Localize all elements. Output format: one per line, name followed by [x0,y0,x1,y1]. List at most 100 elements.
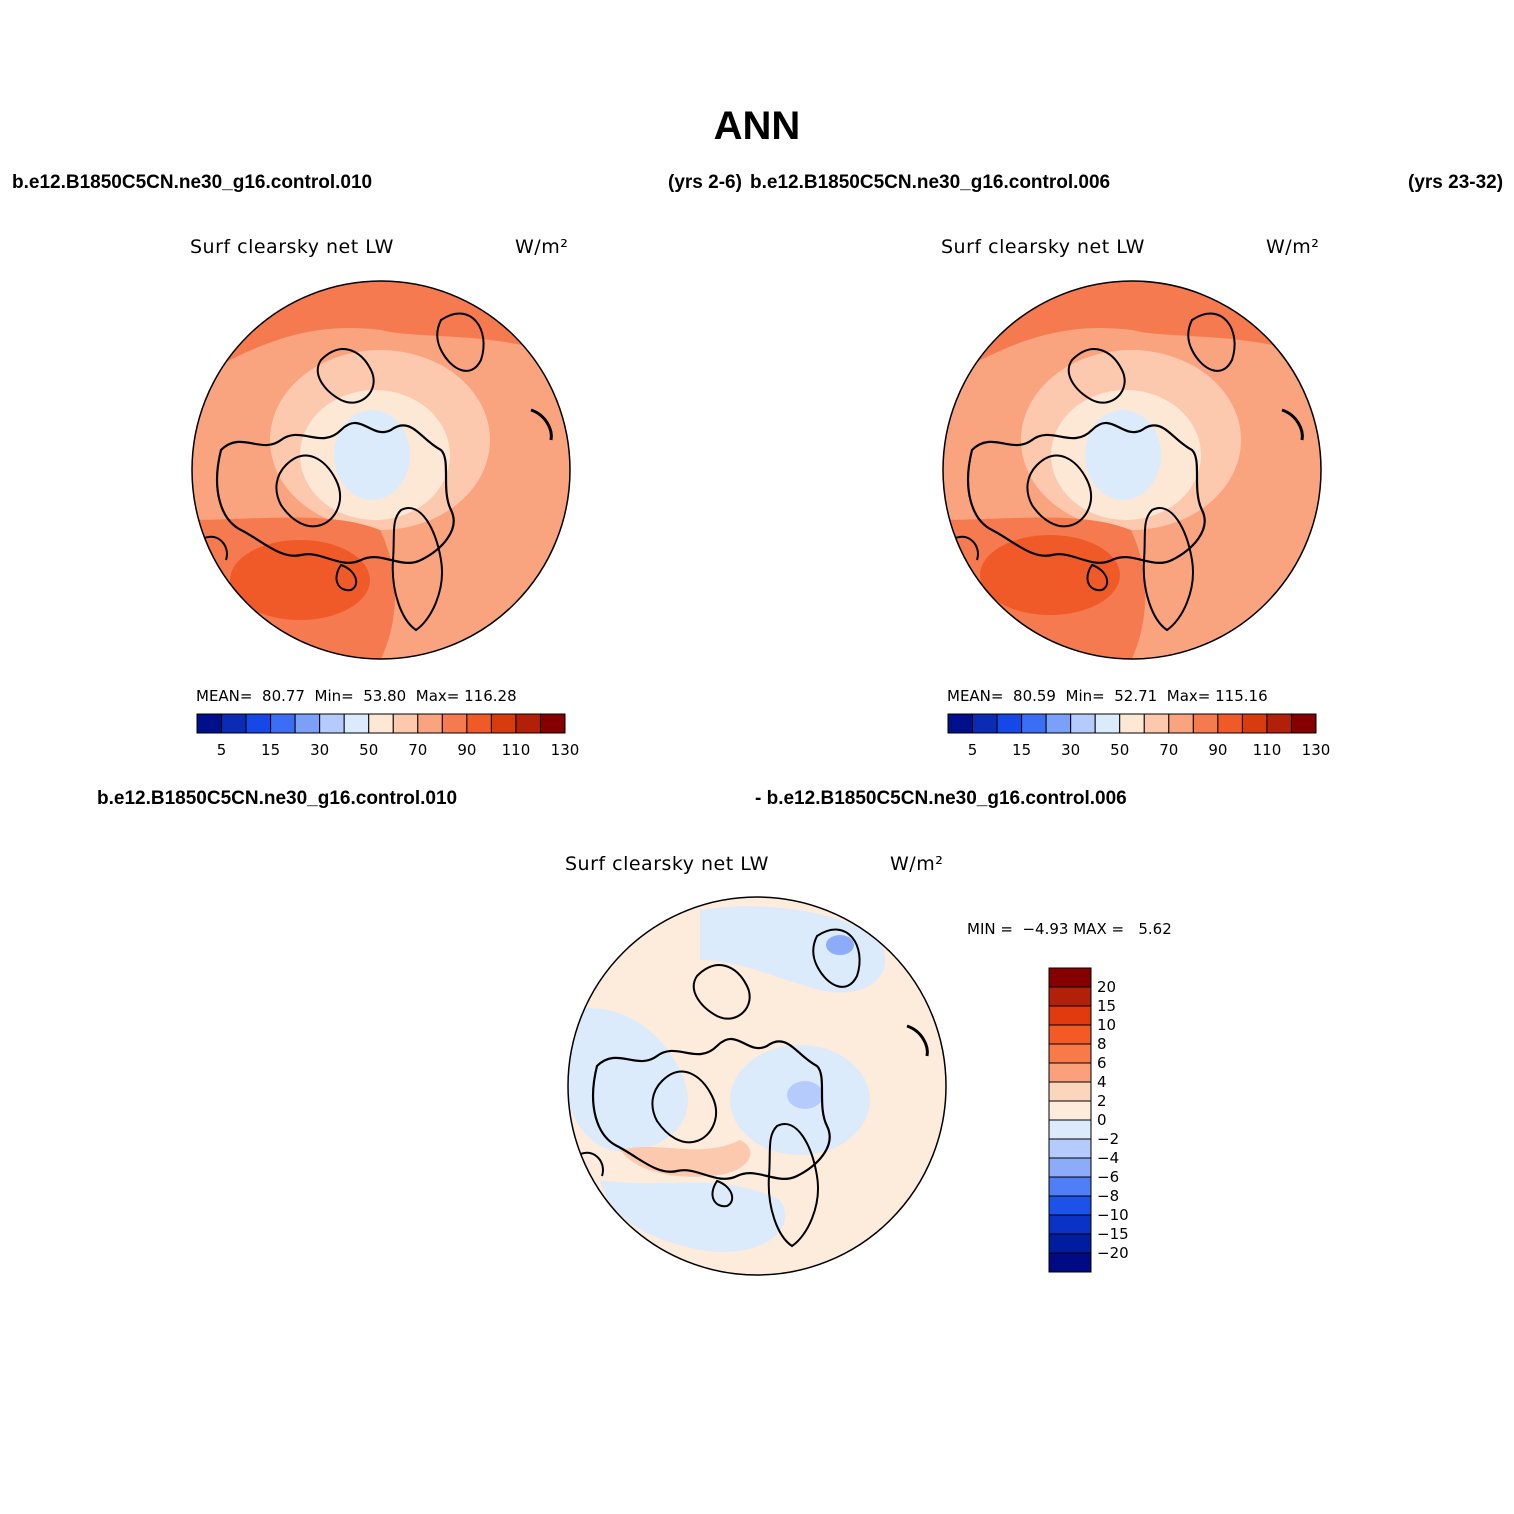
region-negative-core [787,1081,823,1109]
colorbar-label: 70 [408,741,427,759]
mean-value: 80.77 [262,687,305,705]
colorbar-swatch [1119,713,1145,734]
colorbar-swatch [1266,713,1292,734]
colorbar-swatch [1048,1195,1092,1216]
colorbar-swatch [1048,1233,1092,1254]
region-pole [334,410,410,500]
colorbar-swatch [270,713,296,734]
region-negative-west [568,1008,688,1152]
colorbar-swatch [1143,713,1170,734]
colorbar-label: 10 [1097,1016,1116,1034]
region-negative-north [700,906,886,993]
colorbar-swatch [1070,713,1096,734]
panel-a-variable: Surf clearsky net LW [190,236,394,258]
colorbar-label: 90 [1208,741,1227,759]
colorbar-swatch [466,713,492,734]
colorbar-swatch [1048,1043,1092,1064]
colorbar-swatch [319,713,345,734]
colorbar-swatch [417,713,443,734]
mean-value: 80.59 [1013,687,1056,705]
colorbar-swatch [1045,713,1072,734]
colorbar-swatch [1217,713,1243,734]
region-hotspot [980,535,1120,615]
region-negative-south [600,1180,786,1252]
colorbar-label: −2 [1097,1130,1119,1148]
colorbar-label: 30 [1061,741,1080,759]
colorbar-swatch [1192,713,1219,734]
max-label: MAX = [1073,920,1125,938]
colorbar-swatch [515,713,541,734]
region-pole [1085,410,1161,500]
panel-b-border [942,280,1322,660]
min-label: Min= [1065,687,1105,705]
colorbar-swatch [1048,986,1092,1007]
diff-units: W/m² [890,853,944,875]
case-a-years: (yrs 2-6) [668,172,742,193]
diff-case-right: - b.e12.B1850C5CN.ne30_g16.control.006 [755,788,1127,809]
colorbar-label: 4 [1097,1073,1107,1091]
colorbar-swatch [1094,713,1121,734]
max-label: Max= [415,687,460,705]
colorbar-swatch [1048,1100,1092,1121]
colorbar-label: 50 [359,741,378,759]
colorbar-swatch [1048,1062,1092,1083]
diff-border [567,896,947,1276]
colorbar-swatch [294,713,321,734]
max-value: 115.16 [1215,687,1268,705]
colorbar-b: 5 15 30 50 70 90 110 130 [947,713,1331,759]
colorbar-swatch [490,713,517,734]
colorbar-label: 50 [1110,741,1129,759]
colorbar-label: −6 [1097,1168,1119,1186]
diff-case-left: b.e12.B1850C5CN.ne30_g16.control.010 [97,788,458,809]
min-value: 53.80 [363,687,407,705]
colorbar-swatch [343,713,370,734]
colorbar-label: 130 [1302,741,1331,759]
diff-variable: Surf clearsky net LW [565,853,769,875]
colorbar-swatch [441,713,468,734]
colorbar-swatch [947,713,974,734]
colorbar-label: 15 [1097,997,1116,1015]
colorbar-swatch [1048,1024,1092,1045]
colorbar-swatch [392,713,419,734]
colorbar-swatch [1048,1138,1092,1159]
colorbar-label: −8 [1097,1187,1119,1205]
colorbar-label: 130 [551,741,580,759]
panel-b-units: W/m² [1266,236,1320,258]
colorbar-swatch [1021,713,1047,734]
colorbar-swatch [368,713,394,734]
region-negative-spot [826,935,854,955]
colorbar-swatch [1168,713,1194,734]
colorbar-label: −20 [1097,1244,1129,1262]
colorbar-label: 0 [1097,1111,1107,1129]
mean-label: MEAN= [196,687,253,705]
colorbar-swatch [1241,713,1268,734]
panel-a-border [191,280,571,660]
colorbar-swatch [1048,1119,1092,1140]
colorbar-swatch [1048,967,1092,988]
colorbar-label: 90 [457,741,476,759]
colorbar-a: 5 15 30 50 70 90 110 130 [196,713,580,759]
colorbar-label: 8 [1097,1035,1107,1053]
colorbar-swatch [1048,1176,1092,1197]
min-value: 52.71 [1114,687,1158,705]
max-label: Max= [1166,687,1211,705]
min-value: −4.93 [1022,920,1069,938]
colorbar-label: 15 [1012,741,1031,759]
colorbar-swatch [996,713,1023,734]
max-value: 116.28 [464,687,517,705]
colorbar-label: −15 [1097,1225,1129,1243]
diff-map [568,897,946,1275]
colorbar-label: 110 [1253,741,1282,759]
colorbar-swatch [972,713,998,734]
case-b-label: b.e12.B1850C5CN.ne30_g16.control.006 [750,172,1111,193]
colorbar-label: 5 [217,741,227,759]
colorbar-swatch [1048,1252,1092,1273]
colorbar-swatch [1048,1214,1092,1235]
colorbar-label: −10 [1097,1206,1129,1224]
panel-b-map [943,281,1321,659]
panel-b-variable: Surf clearsky net LW [941,236,1145,258]
main-title: ANN [713,104,801,148]
panel-b-stats: MEAN= 80.59 Min= 52.71 Max= 115.16 [947,687,1268,705]
